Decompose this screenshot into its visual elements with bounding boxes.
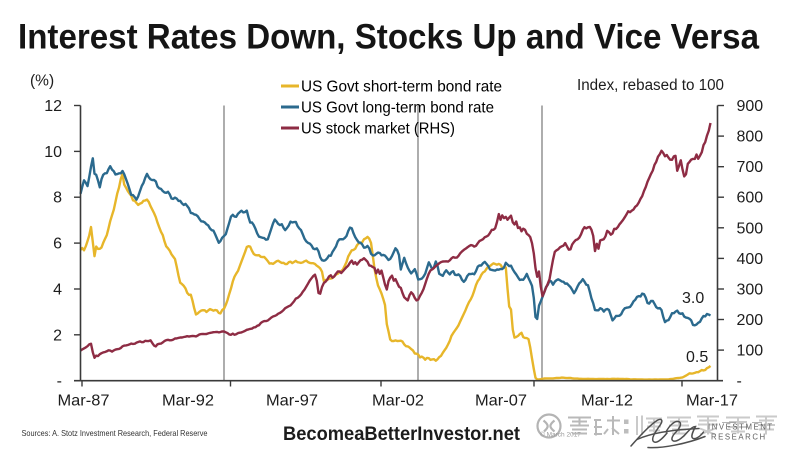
svg-text:400: 400 [737,251,764,268]
svg-text:500: 500 [737,220,764,237]
svg-text:2: 2 [53,327,62,344]
svg-text:US Govt short-term bond rate: US Govt short-term bond rate [301,79,502,96]
svg-text:600: 600 [737,190,764,207]
svg-text:© March 2017: © March 2017 [540,431,581,439]
svg-text:(%): (%) [30,73,54,90]
svg-text:700: 700 [737,159,764,176]
svg-text:200: 200 [737,312,764,329]
svg-text:6: 6 [53,236,62,253]
svg-text:8: 8 [53,190,62,207]
svg-text:INVESTMENT: INVESTMENT [708,423,774,432]
svg-text:12: 12 [44,98,62,115]
svg-text:Mar-02: Mar-02 [372,393,424,410]
svg-text:-: - [737,373,742,390]
svg-text:Index, rebased to 100: Index, rebased to 100 [577,77,724,94]
svg-text:Mar-92: Mar-92 [162,393,214,410]
svg-text:RESEARCH: RESEARCH [711,433,767,442]
svg-text:Mar-17: Mar-17 [686,393,738,410]
svg-text:-: - [57,373,62,390]
svg-text:US stock market (RHS): US stock market (RHS) [301,121,455,138]
svg-text:US Govt long-term bond rate: US Govt long-term bond rate [301,100,494,117]
svg-text:3.0: 3.0 [682,290,704,307]
svg-text:Mar-87: Mar-87 [58,393,110,410]
svg-text:10: 10 [44,144,62,161]
svg-text:Mar-97: Mar-97 [266,393,318,410]
svg-text:800: 800 [737,129,764,146]
svg-text:900: 900 [737,98,764,115]
svg-text:BecomeaBetterInvestor.net: BecomeaBetterInvestor.net [283,423,520,445]
svg-text:0.5: 0.5 [686,349,708,366]
svg-text:300: 300 [737,282,764,299]
svg-text:100: 100 [737,343,764,360]
svg-text:4: 4 [53,282,62,299]
svg-text:Mar-07: Mar-07 [475,393,527,410]
svg-text:Interest Rates Down, Stocks Up: Interest Rates Down, Stocks Up and Vice … [18,17,759,57]
svg-text:Sources: A. Stotz Investment R: Sources: A. Stotz Investment Research, F… [22,428,208,438]
svg-text:Mar-12: Mar-12 [581,393,633,410]
